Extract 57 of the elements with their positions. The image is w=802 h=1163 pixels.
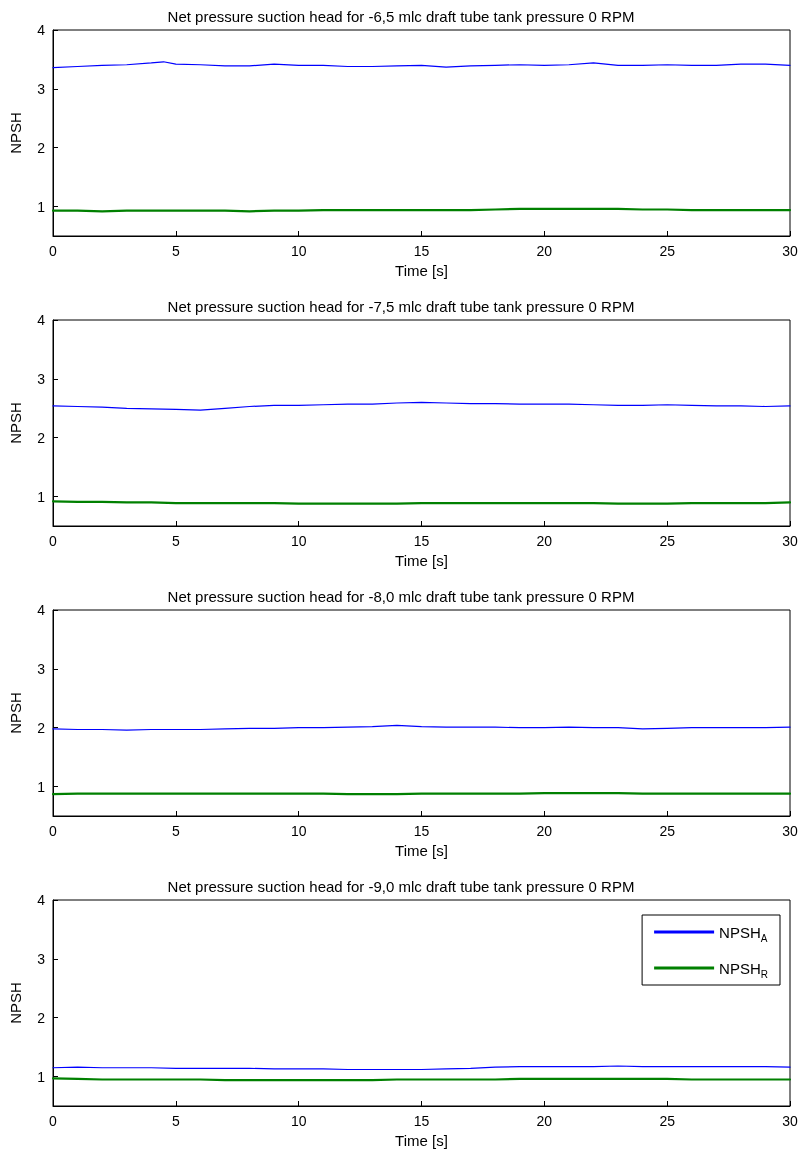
x-tick-label: 15	[413, 533, 430, 549]
x-tick-label: 0	[49, 533, 58, 549]
x-tick-label: 25	[659, 533, 676, 549]
chart-title: Net pressure suction head for -9,0 mlc draft tube tank pressure 0 RPM	[167, 878, 635, 895]
y-tick-label: 4	[37, 312, 46, 328]
x-tick-label: 25	[659, 1113, 676, 1129]
y-tick-label: 2	[37, 719, 46, 736]
y-tick-label: 1	[37, 778, 46, 795]
x-tick-label: 5	[171, 1113, 180, 1129]
chart-title: Net pressure suction head for -6,5 mlc draft tube tank pressure 0 RPM	[167, 8, 635, 25]
x-tick-label: 5	[171, 823, 180, 839]
x-tick-label: 10	[290, 1113, 307, 1129]
x-tick-label: 30	[782, 823, 798, 839]
x-tick-label: 30	[782, 243, 798, 259]
x-axis-title: Time [s]	[395, 551, 448, 569]
x-tick-label: 30	[782, 1113, 798, 1129]
y-tick-label: 3	[37, 370, 46, 387]
x-tick-label: 0	[49, 243, 58, 259]
y-axis-title: NPSH	[7, 692, 24, 734]
y-axis-title: NPSH	[7, 982, 24, 1024]
x-tick-label: 15	[413, 243, 430, 259]
x-tick-label: 30	[782, 533, 798, 549]
x-tick-label: 20	[536, 1113, 553, 1129]
line-series	[52, 401, 791, 411]
x-tick-label: 25	[659, 823, 676, 839]
y-tick-label: 4	[37, 892, 46, 908]
x-tick-label: 5	[171, 243, 180, 259]
y-tick-label: 3	[37, 660, 46, 677]
y-axis-title: NPSH	[7, 112, 24, 154]
y-tick-label: 1	[37, 198, 46, 215]
chart-title: Net pressure suction head for -7,5 mlc draft tube tank pressure 0 RPM	[167, 298, 635, 315]
x-tick-label: 10	[290, 823, 307, 839]
y-tick-label: 2	[37, 1009, 46, 1026]
x-tick-label: 10	[290, 533, 307, 549]
y-tick-label: 1	[37, 1068, 46, 1085]
x-tick-label: 20	[536, 823, 553, 839]
y-tick-label: 2	[37, 429, 46, 446]
y-axis-title: NPSH	[7, 402, 24, 444]
y-tick-label: 2	[37, 139, 46, 156]
y-tick-label: 3	[37, 950, 46, 967]
x-tick-label: 0	[49, 823, 58, 839]
x-tick-label: 15	[413, 823, 430, 839]
y-tick-label: 4	[37, 22, 46, 38]
x-tick-label: 0	[49, 1113, 58, 1129]
y-tick-label: 4	[37, 602, 46, 618]
y-tick-label: 3	[37, 80, 46, 97]
x-tick-label: 15	[413, 1113, 430, 1129]
x-tick-label: 20	[536, 533, 553, 549]
x-axis-title: Time [s]	[395, 261, 448, 279]
x-tick-label: 25	[659, 243, 676, 259]
chart-title: Net pressure suction head for -8,0 mlc draft tube tank pressure 0 RPM	[167, 588, 635, 605]
x-axis-title: Time [s]	[395, 841, 448, 859]
x-axis-title: Time [s]	[395, 1131, 448, 1149]
y-tick-label: 1	[37, 488, 46, 505]
x-tick-label: 5	[171, 533, 180, 549]
x-tick-label: 20	[536, 243, 553, 259]
x-tick-label: 10	[290, 243, 307, 259]
